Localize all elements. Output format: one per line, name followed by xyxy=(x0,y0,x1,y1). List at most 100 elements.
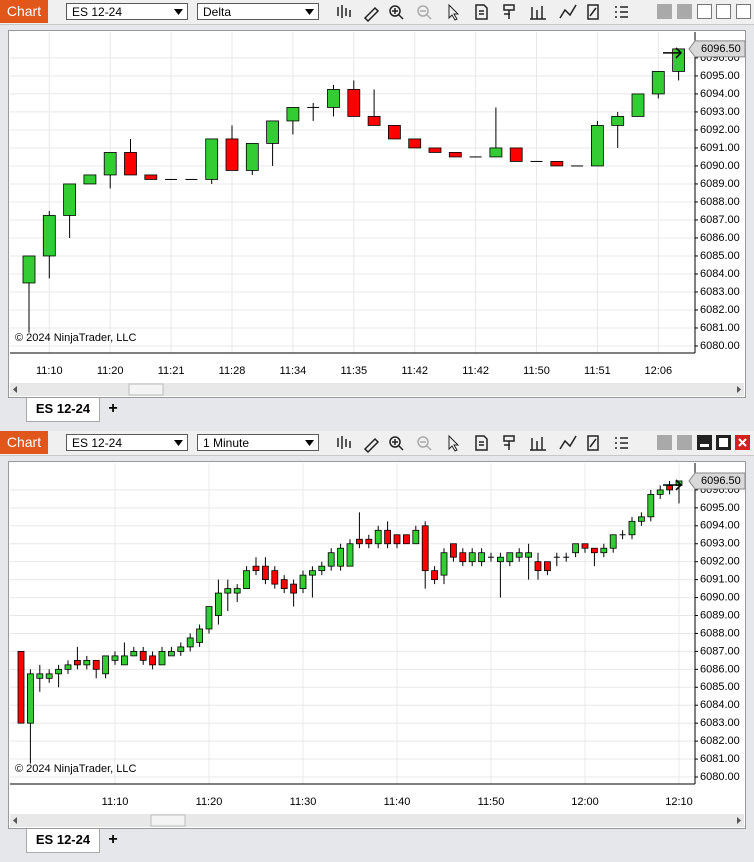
close-icon xyxy=(738,438,747,447)
instrument: ES 12-24 xyxy=(72,436,123,450)
window-button[interactable] xyxy=(677,435,692,450)
candle xyxy=(421,521,429,589)
candle-body xyxy=(459,552,467,563)
candle-body xyxy=(337,547,345,567)
maximize-button[interactable] xyxy=(716,4,731,19)
chart-panel: 6080.00 6081.00 6082.00 6083.00 6084.00 6085.… xyxy=(8,461,746,829)
x-tick-label: 11:28 xyxy=(219,365,246,377)
toolbar-icons[interactable] xyxy=(332,433,632,453)
candle-body xyxy=(393,534,401,545)
candle xyxy=(233,584,241,603)
y-tick-label: 6088.00 xyxy=(700,196,740,208)
x-tick-label: 11:50 xyxy=(523,365,550,377)
candle xyxy=(121,642,128,666)
x-tick-label: 12:10 xyxy=(665,796,693,808)
toolbar-icons[interactable] xyxy=(332,2,632,22)
add-tab[interactable]: + xyxy=(108,831,118,848)
candle xyxy=(544,561,551,576)
window-button[interactable] xyxy=(677,4,692,19)
candle-body xyxy=(421,525,429,572)
candle xyxy=(271,566,279,589)
candle xyxy=(631,93,645,117)
candle-body xyxy=(327,89,340,108)
y-tick-label: 6081.00 xyxy=(700,753,740,765)
candle xyxy=(431,566,439,585)
candle xyxy=(74,646,81,670)
y-tick-label: 6082.00 xyxy=(700,735,740,747)
period-select[interactable]: 1 Minute xyxy=(197,434,319,451)
candle xyxy=(83,655,91,670)
candle-body xyxy=(233,588,241,594)
close-button[interactable] xyxy=(736,4,751,19)
candle xyxy=(591,120,604,167)
instrument-tab[interactable]: ES 12-24 xyxy=(26,398,100,422)
x-tick-label: 11:10 xyxy=(102,796,129,808)
minimize-button[interactable] xyxy=(697,4,712,19)
window-button[interactable] xyxy=(657,435,672,450)
y-tick-label: 6089.00 xyxy=(700,609,740,621)
period: Delta xyxy=(203,5,232,19)
x-tick-label: 11:30 xyxy=(290,796,317,808)
candle xyxy=(563,552,570,562)
instrument-select[interactable]: ES 12-24 xyxy=(66,434,188,451)
x-tick-label: 11:50 xyxy=(478,796,505,808)
instrument-tab[interactable]: ES 12-24 xyxy=(26,829,100,853)
candle xyxy=(550,161,564,167)
candle-body xyxy=(672,48,685,72)
candle-body xyxy=(280,579,288,590)
candle-body xyxy=(355,538,363,545)
scrollbar[interactable] xyxy=(10,814,744,827)
candle-body xyxy=(286,107,300,122)
candle-body xyxy=(22,255,36,284)
candle-body xyxy=(478,552,486,563)
candle-body xyxy=(144,174,158,180)
minimize-button[interactable] xyxy=(697,435,712,450)
window-button[interactable] xyxy=(657,4,672,19)
y-tick-label: 6094.00 xyxy=(700,520,740,532)
candle xyxy=(611,111,625,148)
instrument-select[interactable]: ES 12-24 xyxy=(66,3,188,20)
candle-body xyxy=(261,565,269,581)
y-tick-label: 6086.00 xyxy=(700,663,740,675)
x-tick-label: 11:51 xyxy=(584,365,611,377)
candle xyxy=(428,147,442,153)
candle xyxy=(393,534,401,549)
period-select[interactable]: Delta xyxy=(197,3,319,20)
candle-body xyxy=(628,520,636,536)
candle xyxy=(355,512,363,549)
scrollbar[interactable] xyxy=(10,383,744,396)
candle xyxy=(266,120,280,166)
x-tick-label: 12:06 xyxy=(645,365,673,377)
candle-body xyxy=(591,547,598,554)
price-arrow xyxy=(663,47,683,59)
candle xyxy=(103,152,117,189)
candle-body xyxy=(245,143,259,171)
y-tick-label: 6091.00 xyxy=(700,142,740,154)
x-tick-label: 11:21 xyxy=(158,365,185,377)
candle-body xyxy=(224,588,232,594)
scrollbar-thumb xyxy=(150,814,186,827)
y-tick-label: 6084.00 xyxy=(700,699,740,711)
candle xyxy=(158,646,166,666)
candle-body xyxy=(631,93,645,117)
plot-area xyxy=(10,463,695,784)
candle xyxy=(139,646,147,665)
candle xyxy=(525,543,532,580)
candle xyxy=(468,548,476,567)
candle-body xyxy=(496,556,504,563)
candle xyxy=(591,547,598,567)
candle xyxy=(177,642,185,656)
candle xyxy=(553,552,560,567)
x-tick-label: 11:35 xyxy=(340,365,367,377)
maximize-button[interactable] xyxy=(716,435,731,450)
y-tick-label: 6093.00 xyxy=(700,538,740,550)
candle-body xyxy=(42,215,56,257)
y-tick-label: 6095.00 xyxy=(700,70,740,82)
candle xyxy=(26,669,34,764)
candle-body xyxy=(428,147,442,153)
add-tab[interactable]: + xyxy=(108,400,118,417)
candle-body xyxy=(489,147,503,158)
candle-body xyxy=(365,538,373,545)
close-button[interactable] xyxy=(735,435,750,450)
candle-body xyxy=(611,116,625,126)
